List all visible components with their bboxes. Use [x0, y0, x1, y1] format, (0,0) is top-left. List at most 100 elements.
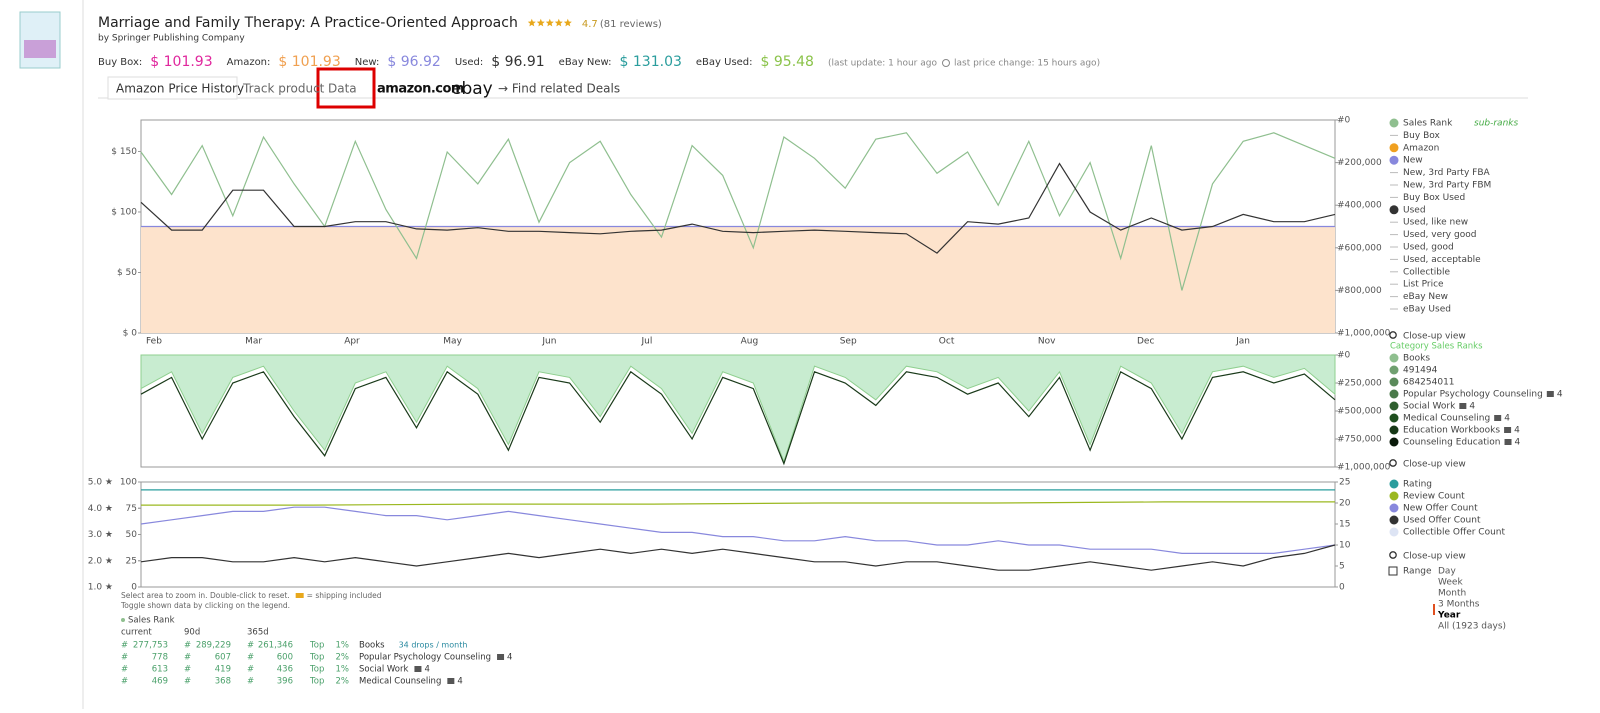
- active-tab[interactable]: [107, 76, 238, 100]
- legend-marker[interactable]: [1389, 527, 1399, 537]
- legend-marker[interactable]: [1389, 365, 1399, 375]
- stats-category: Books: [359, 641, 385, 651]
- tick-label: #200,000: [1337, 158, 1382, 168]
- legend-marker[interactable]: [1389, 491, 1399, 501]
- closeup-toggle[interactable]: Close-up view: [1403, 332, 1466, 342]
- tick-label: 1.0 ★: [88, 583, 113, 593]
- legend-marker[interactable]: [1389, 155, 1399, 165]
- legend-marker[interactable]: [1389, 143, 1399, 153]
- tab[interactable]: ebay: [451, 79, 493, 99]
- tick-label: $ 100: [111, 207, 137, 217]
- legend-item[interactable]: Used: [1403, 205, 1426, 215]
- legend-marker[interactable]: [1389, 437, 1399, 447]
- stats-column: 365d: [247, 628, 269, 638]
- legend-item[interactable]: Used Offer Count: [1403, 516, 1481, 526]
- legend-item[interactable]: Collectible: [1403, 267, 1451, 277]
- legend-item[interactable]: Review Count: [1403, 492, 1465, 502]
- tick-label: 75: [126, 504, 137, 514]
- legend-item[interactable]: Rating: [1403, 480, 1432, 490]
- legend-marker[interactable]: [1389, 479, 1399, 489]
- range-option[interactable]: Month: [1438, 589, 1466, 599]
- legend-marker[interactable]: [1389, 389, 1399, 399]
- legend-item[interactable]: eBay Used: [1403, 305, 1451, 315]
- subrank-icon: [1459, 403, 1467, 409]
- tick-label: #800,000: [1337, 286, 1382, 296]
- legend-item[interactable]: eBay New: [1403, 292, 1448, 302]
- tab[interactable]: Track product: [242, 82, 325, 96]
- legend-item[interactable]: New, 3rd Party FBA: [1403, 168, 1490, 178]
- stats-pct: 1%: [336, 665, 350, 675]
- month-label: Feb: [146, 337, 162, 347]
- tick-label: $ 0: [123, 329, 138, 339]
- legend-item[interactable]: Used, like new: [1403, 218, 1468, 228]
- range-option[interactable]: Year: [1437, 611, 1461, 621]
- legend-marker[interactable]: [1389, 413, 1399, 423]
- note: = shipping included: [307, 591, 382, 600]
- legend-item[interactable]: New Offer Count: [1403, 504, 1478, 514]
- legend-item[interactable]: New: [1403, 156, 1423, 166]
- legend-item[interactable]: Buy Box Used: [1403, 193, 1465, 203]
- legend-item[interactable]: Sales Rank: [1403, 119, 1453, 129]
- legend-item[interactable]: List Price: [1403, 280, 1444, 290]
- legend-item[interactable]: New, 3rd Party FBM: [1403, 181, 1491, 191]
- subrank-icon: [414, 666, 422, 672]
- stats-prefix: #: [184, 653, 191, 663]
- legend-item[interactable]: Used, acceptable: [1403, 255, 1481, 265]
- legend-marker[interactable]: [1389, 353, 1399, 363]
- tick-label: #600,000: [1337, 243, 1382, 253]
- legend-item[interactable]: Medical Counseling: [1403, 414, 1490, 424]
- legend-marker[interactable]: [1389, 425, 1399, 435]
- legend-item[interactable]: Used, good: [1403, 243, 1454, 253]
- stats-prefix: #: [121, 641, 128, 651]
- legend-marker[interactable]: [1389, 401, 1399, 411]
- tab[interactable]: → Find related Deals: [498, 82, 620, 96]
- legend-item[interactable]: Buy Box: [1403, 131, 1440, 141]
- legend-item[interactable]: Collectible Offer Count: [1403, 528, 1505, 538]
- legend-item[interactable]: Books: [1403, 354, 1430, 364]
- stats-prefix: #: [121, 653, 128, 663]
- price-label: New:: [355, 57, 380, 68]
- legend-item[interactable]: Education Workbooks: [1403, 426, 1500, 436]
- legend-item[interactable]: 684254011: [1403, 378, 1455, 388]
- range-option[interactable]: Week: [1438, 578, 1463, 588]
- legend-marker[interactable]: [1389, 205, 1399, 215]
- tab[interactable]: Amazon Price History: [116, 82, 244, 96]
- refresh-icon: [941, 59, 950, 67]
- legend-item[interactable]: Amazon: [1403, 143, 1439, 153]
- stats-top: Top: [309, 677, 324, 687]
- tick-label: 50: [126, 530, 138, 540]
- price-value: $ 131.03: [620, 54, 682, 70]
- tick-label: #400,000: [1337, 201, 1382, 211]
- month-label: Aug: [741, 337, 759, 347]
- price-label: Buy Box:: [98, 57, 142, 68]
- tab[interactable]: amazon.com: [377, 82, 464, 97]
- stats-value: 436: [277, 665, 293, 675]
- stats-count: 4: [457, 677, 462, 687]
- stats-value: 419: [215, 665, 231, 675]
- legend-marker[interactable]: [1389, 377, 1399, 387]
- stats-prefix: #: [121, 677, 128, 687]
- range-option[interactable]: All (1923 days): [1438, 622, 1506, 632]
- closeup-toggle[interactable]: Close-up view: [1403, 552, 1466, 562]
- price-label: Used:: [455, 57, 483, 68]
- range-option[interactable]: Day: [1438, 567, 1456, 577]
- legend-item[interactable]: Counseling Education: [1403, 438, 1501, 448]
- stats-prefix: #: [184, 665, 191, 675]
- closeup-toggle[interactable]: Close-up view: [1403, 460, 1466, 470]
- tab[interactable]: Data: [328, 82, 357, 96]
- legend-marker[interactable]: [1389, 515, 1399, 525]
- legend-link[interactable]: sub-ranks: [1474, 119, 1518, 129]
- legend-marker[interactable]: [1389, 503, 1399, 513]
- legend-item[interactable]: 491494: [1403, 366, 1438, 376]
- legend-item[interactable]: Used, very good: [1403, 230, 1476, 240]
- legend-marker[interactable]: [1389, 118, 1399, 128]
- shipping-icon: [295, 593, 304, 598]
- range-option[interactable]: 3 Months: [1438, 600, 1480, 610]
- rating: 4.7: [582, 19, 598, 30]
- legend-item[interactable]: Popular Psychology Counseling: [1403, 390, 1543, 400]
- product-title: Marriage and Family Therapy: A Practice-…: [98, 15, 518, 31]
- tick-label: 4.0 ★: [88, 504, 113, 514]
- legend-item[interactable]: Social Work: [1403, 402, 1456, 412]
- stats-prefix: #: [184, 641, 191, 651]
- month-label: Jan: [1235, 337, 1250, 347]
